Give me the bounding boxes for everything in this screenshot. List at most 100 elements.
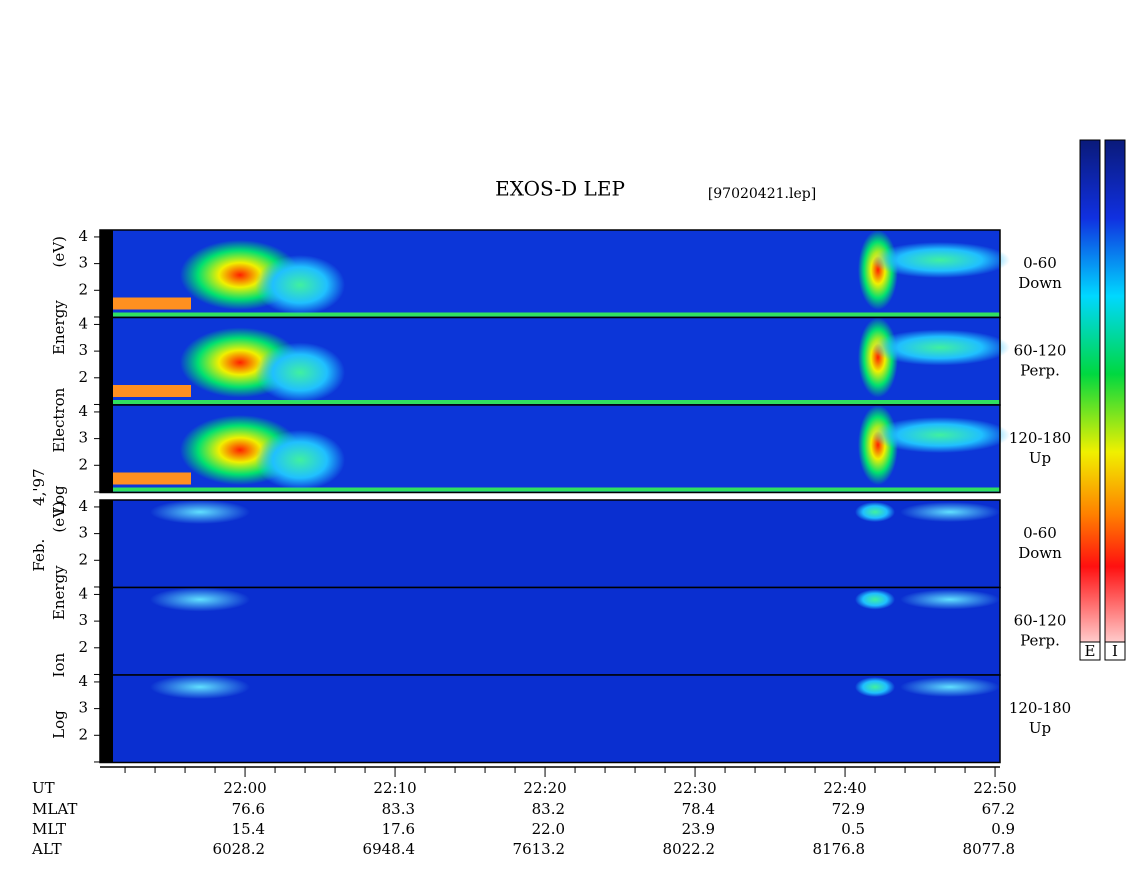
panel-angle: 60-120 xyxy=(1014,341,1067,359)
panel-angle: 120-180 xyxy=(1009,429,1071,447)
blob xyxy=(870,329,1010,366)
panel-direction: Down xyxy=(1018,274,1062,292)
panel-direction: Perp. xyxy=(1020,361,1060,379)
x-tick-label: 22:00 xyxy=(223,779,266,797)
x-tick-label: 22:50 xyxy=(973,779,1016,797)
ephemeris-label: UT xyxy=(32,779,55,797)
ephemeris-value: 0.5 xyxy=(841,820,865,838)
band xyxy=(113,312,1000,317)
blob xyxy=(255,342,345,403)
blob xyxy=(855,589,895,610)
colorbar-label: I xyxy=(1112,642,1118,660)
ephemeris-value: 83.2 xyxy=(532,800,565,818)
band xyxy=(113,487,1000,492)
blob xyxy=(900,502,1000,522)
y-tick-label: 4 xyxy=(78,402,88,420)
ephemeris-value: 76.6 xyxy=(232,800,265,818)
panel-background xyxy=(113,587,1000,675)
y-tick-label: 2 xyxy=(78,725,88,743)
x-tick-label: 22:30 xyxy=(673,779,716,797)
panel-edge xyxy=(100,675,113,763)
y-tick-label: 3 xyxy=(78,429,88,447)
band xyxy=(113,385,191,397)
ephemeris-value: 6028.2 xyxy=(213,840,266,858)
panel-angle: 0-60 xyxy=(1023,254,1057,272)
colorbar-box xyxy=(1104,641,1126,661)
ephemeris-value: 8077.8 xyxy=(963,840,1016,858)
x-tick-label: 22:20 xyxy=(523,779,566,797)
blob xyxy=(855,502,895,522)
panel-direction: Up xyxy=(1029,719,1051,737)
colorbar xyxy=(1079,139,1101,661)
panel-angle: 60-120 xyxy=(1014,611,1067,629)
y-tick-label: 3 xyxy=(78,611,88,629)
blob xyxy=(150,675,250,699)
panel-direction: Down xyxy=(1018,544,1062,562)
ephemeris-value: 15.4 xyxy=(232,820,265,838)
colorbar-box xyxy=(1079,641,1101,661)
chart-title: EXOS-D LEP xyxy=(495,177,625,201)
y-tick-label: 3 xyxy=(78,699,88,717)
panel-edge xyxy=(100,317,113,405)
blob xyxy=(870,417,1010,453)
y-tick-label: 3 xyxy=(78,341,88,359)
y-tick-label: 4 xyxy=(78,227,88,245)
panel-edge xyxy=(100,500,113,588)
ephemeris-value: 8176.8 xyxy=(813,840,866,858)
y-tick-label: 2 xyxy=(78,638,88,656)
ephemeris-value: 8022.2 xyxy=(663,840,716,858)
y-tick-label: 4 xyxy=(78,584,88,602)
y-tick-label: 4 xyxy=(78,314,88,332)
file-name: [97020421.lep] xyxy=(708,186,816,202)
blob xyxy=(150,587,250,612)
panel-direction: Perp. xyxy=(1020,631,1060,649)
axis-label: Feb. 4,'97 xyxy=(30,468,48,571)
axis-label: Log Ion Energy (eV) xyxy=(50,501,68,739)
ephemeris-value: 78.4 xyxy=(682,800,715,818)
ephemeris-value: 83.3 xyxy=(382,800,415,818)
ephemeris-value: 23.9 xyxy=(682,820,715,838)
blob xyxy=(255,430,345,490)
x-tick-label: 22:40 xyxy=(823,779,866,797)
panel-background xyxy=(113,675,1000,763)
ephemeris-label: MLAT xyxy=(32,800,77,818)
band xyxy=(113,400,1000,404)
blob xyxy=(150,500,250,524)
ephemeris-value: 67.2 xyxy=(982,800,1015,818)
y-tick-label: 4 xyxy=(78,497,88,515)
colorbar-label: E xyxy=(1085,642,1096,660)
y-tick-label: 3 xyxy=(78,524,88,542)
panel-angle: 0-60 xyxy=(1023,524,1057,542)
panel-direction: Up xyxy=(1029,449,1051,467)
band xyxy=(113,297,191,310)
spectrogram xyxy=(99,229,1010,764)
ephemeris-label: ALT xyxy=(31,840,62,858)
blob xyxy=(900,589,1000,610)
panel-edge xyxy=(100,587,113,675)
panel-edge xyxy=(100,230,113,318)
y-tick-label: 4 xyxy=(78,672,88,690)
y-tick-label: 2 xyxy=(78,550,88,568)
axis-label: Log Electron Energy (eV) xyxy=(50,236,68,514)
panel-edge xyxy=(100,405,113,493)
x-tick-label: 22:10 xyxy=(373,779,416,797)
y-tick-label: 2 xyxy=(78,455,88,473)
blob xyxy=(900,677,1000,697)
colorbar xyxy=(1104,139,1126,661)
panel-background xyxy=(113,500,1000,588)
ephemeris-label: MLT xyxy=(32,820,66,838)
blob xyxy=(870,242,1010,278)
panel-angle: 120-180 xyxy=(1009,699,1071,717)
y-tick-label: 2 xyxy=(78,368,88,386)
blob xyxy=(855,677,895,697)
ephemeris-value: 7613.2 xyxy=(513,840,566,858)
y-tick-label: 3 xyxy=(78,254,88,272)
y-tick-label: 2 xyxy=(78,280,88,298)
blob xyxy=(255,255,345,315)
ephemeris-value: 72.9 xyxy=(832,800,865,818)
ephemeris-value: 0.9 xyxy=(991,820,1015,838)
ephemeris-value: 6948.4 xyxy=(363,840,416,858)
band xyxy=(113,472,191,485)
ephemeris-value: 17.6 xyxy=(382,820,415,838)
